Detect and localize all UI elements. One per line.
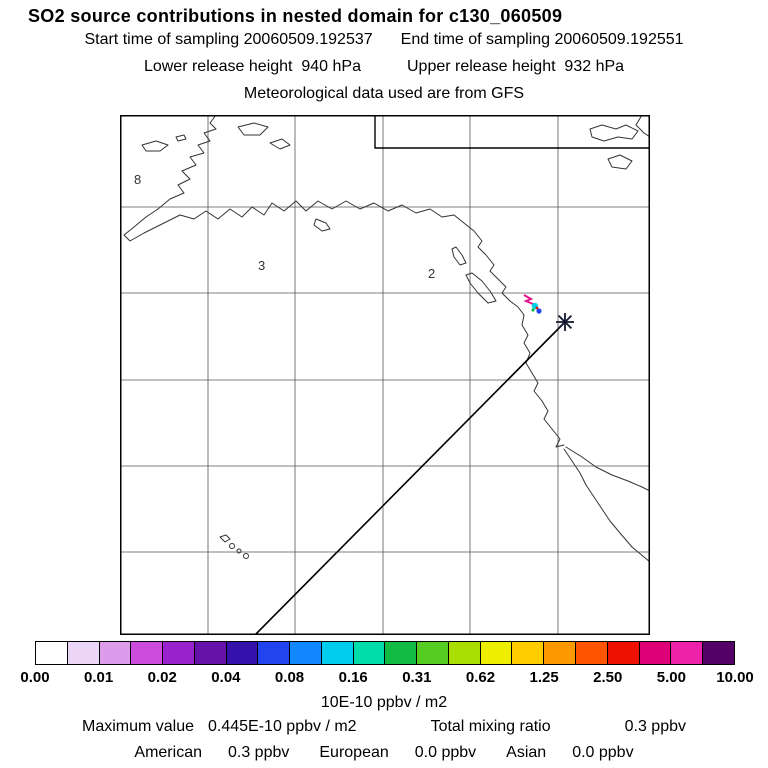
max-value-text: 0.445E-10 ppbv / m2 [208, 718, 357, 735]
colorbar-tick-label: 0.62 [465, 669, 496, 686]
contribution-region-value: 0.0 ppbv [572, 744, 634, 761]
colorbar-tick-label: 0.08 [274, 669, 305, 686]
colorbar-tick-label: 0.31 [402, 669, 432, 686]
colorbar-segment [321, 642, 354, 664]
map: 8 3 2 [120, 114, 651, 636]
contribution-american: American 0.3 ppbv [134, 744, 289, 762]
colorbar-units: 10E-10 ppbv / m2 [320, 694, 448, 711]
upper-release-text: Upper release height 932 hPa [407, 58, 625, 75]
colorbar-tick-label: 0.01 [84, 669, 114, 686]
colorbar-ticks: 0.00 0.01 0.02 0.04 0.08 0.16 0.31 0.62 1.25 2.50… [20, 669, 753, 687]
contribution-region-label: American [134, 744, 202, 761]
colorbar-segment [163, 642, 195, 664]
page-title: SO2 source contributions in nested domai… [28, 6, 563, 26]
summary-line: Maximum value 0.445E-10 ppbv / m2 Total … [0, 718, 768, 736]
colorbar-segment [99, 642, 132, 664]
max-value-label: Maximum value [81, 718, 195, 735]
colorbar-segment [703, 642, 734, 664]
colorbar-segment [290, 642, 322, 664]
met-source-text: Meteorological data used are from GFS [243, 85, 525, 102]
colorbar-segment [258, 642, 291, 664]
nested-domain-boundary [374, 115, 650, 149]
colorbar-tick-label: 0.16 [338, 669, 368, 686]
colorbar-tick-label: 5.00 [656, 669, 686, 686]
spacer [565, 718, 611, 736]
colorbar-tick-label: 10.00 [716, 669, 754, 686]
colorbar-segment [512, 642, 545, 664]
contribution-region-value: 0.3 ppbv [227, 744, 290, 761]
release-heights-line: Lower release height 940 hPa Upper relea… [0, 58, 768, 76]
start-time-text: Start time of sampling 20060509.192537 [84, 31, 373, 48]
plume-markers [523, 294, 542, 314]
contribution-asian: Asian 0.0 ppbv [506, 744, 633, 762]
colorbar-tick-label: 2.50 [593, 669, 623, 686]
colorbar-segment [576, 642, 608, 664]
colorbar-segment [417, 642, 449, 664]
met-source-line: Meteorological data used are from GFS [0, 85, 768, 103]
colorbar-segment [36, 642, 68, 664]
coastlines [123, 114, 651, 563]
end-time-text: End time of sampling 20060509.192551 [400, 31, 684, 48]
mixing-ratio-value: 0.3 ppbv [624, 718, 686, 735]
contribution-region-label: European [319, 744, 389, 761]
sampling-times-line: Start time of sampling 20060509.192537 E… [0, 31, 768, 49]
colorbar-tick-label: 0.02 [147, 669, 177, 686]
colorbar-segment [480, 642, 513, 664]
colorbar-tick-label: 0.04 [211, 669, 241, 686]
colorbar [35, 641, 735, 665]
colorbar-tick-label: 1.25 [529, 669, 559, 686]
trajectory-line [254, 321, 566, 636]
map-label: 3 [258, 258, 265, 273]
colorbar-segment [544, 642, 577, 664]
colorbar-segment [131, 642, 164, 664]
colorbar-segment [67, 642, 100, 664]
release-point-star-icon [556, 313, 574, 331]
spacer [371, 718, 417, 736]
map-svg: 8 3 2 [120, 114, 651, 636]
map-border [120, 115, 650, 635]
colorbar-segment [671, 642, 704, 664]
colorbar-segment [607, 642, 640, 664]
map-label: 8 [134, 172, 141, 187]
contribution-region-label: Asian [506, 744, 547, 761]
colorbar-segment [448, 642, 481, 664]
colorbar-segment [353, 642, 386, 664]
colorbar-segment [639, 642, 672, 664]
mixing-ratio-label: Total mixing ratio [430, 718, 551, 735]
colorbar-tick-label: 0.00 [20, 669, 50, 686]
contribution-region-value: 0.0 ppbv [414, 744, 477, 761]
contributions-line: American 0.3 ppbv European 0.0 ppbv Asia… [0, 744, 768, 762]
map-label: 2 [428, 266, 435, 281]
map-grid [120, 115, 650, 635]
contribution-european: European 0.0 ppbv [319, 744, 476, 762]
colorbar-segment [385, 642, 418, 664]
lower-release-text: Lower release height 940 hPa [143, 58, 361, 75]
colorbar-segment [226, 642, 259, 664]
colorbar-segment [194, 642, 227, 664]
